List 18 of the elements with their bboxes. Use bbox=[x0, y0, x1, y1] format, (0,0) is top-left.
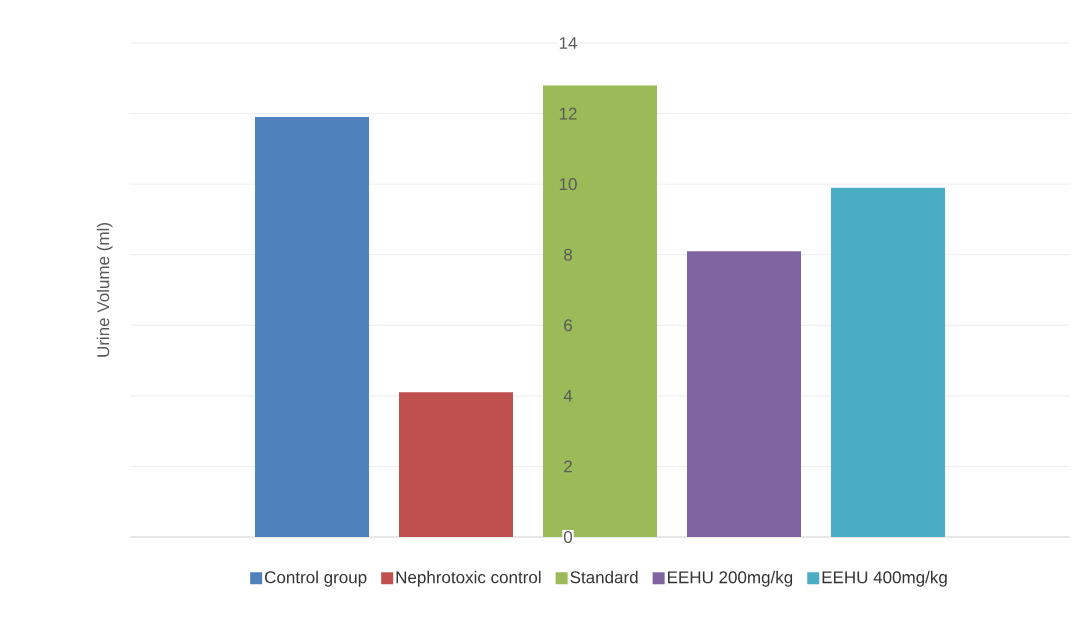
bar bbox=[399, 392, 514, 537]
y-axis-title: Urine Volume (ml) bbox=[96, 223, 113, 357]
legend-label: EEHU 200mg/kg bbox=[668, 570, 793, 587]
y-tick-label: 2 bbox=[564, 460, 572, 473]
legend-label: Standard bbox=[570, 570, 638, 584]
y-tick-label: 12 bbox=[559, 107, 577, 120]
bar bbox=[831, 187, 945, 537]
bar bbox=[255, 117, 370, 537]
y-tick-label: 4 bbox=[563, 389, 573, 402]
legend-label: Control group bbox=[265, 570, 367, 587]
legend-label: EEHU 400mg/kg bbox=[822, 570, 947, 587]
y-tick-label: 8 bbox=[564, 248, 572, 261]
y-tick-label: 14 bbox=[559, 37, 577, 49]
y-tick-label: 10 bbox=[559, 178, 577, 191]
y-tick-label: 6 bbox=[564, 319, 572, 332]
legend-label: Nephrotoxic control bbox=[396, 570, 541, 587]
y-tick-label: 0 bbox=[563, 530, 573, 544]
bar bbox=[687, 251, 801, 537]
